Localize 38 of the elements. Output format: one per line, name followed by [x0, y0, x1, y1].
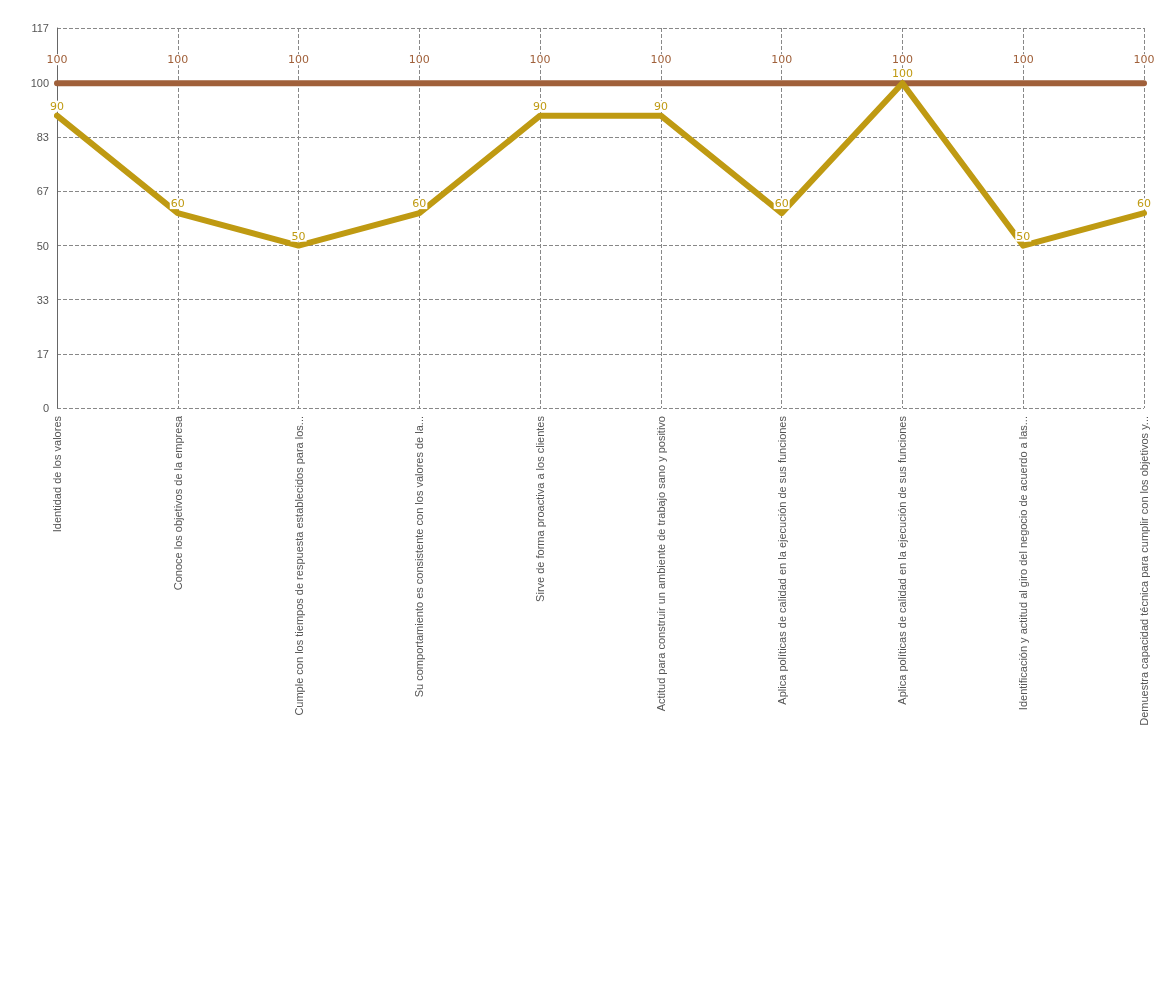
y-tick-label: 33	[36, 293, 49, 306]
x-tick-label: Actitud para construir un ambiente de trabajo sano y positivo	[654, 416, 667, 712]
data-label: 100	[1133, 53, 1155, 67]
data-label: 100	[408, 53, 430, 67]
data-label: 60	[170, 197, 185, 211]
data-label: 100	[771, 53, 793, 67]
y-tick-label: 117	[31, 22, 49, 34]
data-label: 90	[653, 99, 668, 113]
x-tick-label: Conoce los objetivos de la empresa	[171, 415, 184, 591]
x-tick-label: Sirve de forma proactiva a los clientes	[534, 415, 547, 602]
data-label: 60	[412, 197, 427, 211]
data-label: 100	[891, 53, 913, 67]
x-tick-label: Identificación y actitud al giro del negocio de acuerdo a las...	[1017, 416, 1030, 711]
x-tick-label: Aplica políticas de calidad en la ejecución de sus funciones	[775, 415, 788, 705]
y-tick-label: 67	[36, 185, 49, 198]
x-tick-label: Identidad de los valores	[51, 415, 63, 533]
y-tick-label: 0	[42, 402, 49, 414]
x-tick-label: Cumple con los tiempos de respuesta establecidos para los...	[292, 416, 305, 716]
data-label: 100	[46, 53, 68, 67]
data-label: 50	[291, 229, 306, 243]
data-label: 100	[288, 53, 310, 67]
x-tick-label: Demuestra capacidad técnica para cumplir con los objetivos y...	[1138, 416, 1150, 726]
data-label: 100	[167, 53, 189, 67]
data-label: 100	[891, 67, 913, 81]
y-tick-label: 50	[36, 239, 49, 252]
y-tick-label: 100	[30, 77, 49, 90]
data-label: 60	[1137, 197, 1151, 211]
x-tick-label: Su comportamiento es consistente con los valores de la...	[413, 416, 426, 698]
x-tick-label: Aplica políticas de calidad en la ejecución de sus funciones	[896, 415, 909, 705]
data-label: 50	[1016, 229, 1031, 243]
y-tick-label: 17	[36, 347, 49, 360]
data-label: 60	[774, 197, 789, 211]
y-tick-label: 83	[36, 131, 49, 144]
data-label: 100	[1012, 53, 1034, 67]
data-label: 100	[529, 53, 551, 67]
data-label: 100	[650, 53, 672, 67]
data-label: 90	[533, 99, 548, 113]
data-label: 90	[50, 99, 64, 113]
